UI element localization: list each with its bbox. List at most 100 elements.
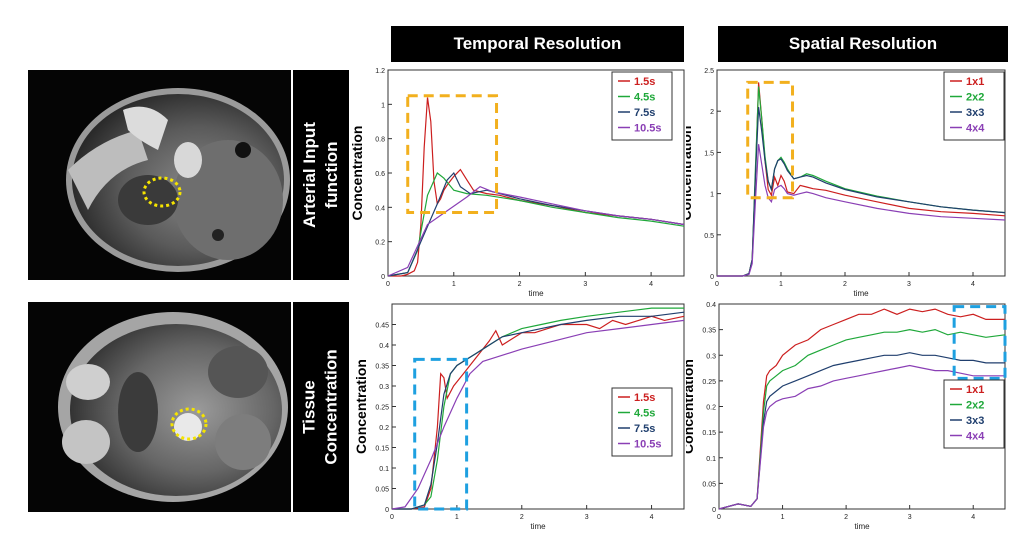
legend-label: 2x2 <box>966 92 984 104</box>
y-tick-label: 0.25 <box>702 379 716 386</box>
y-tick-label: 0.8 <box>375 137 385 144</box>
row-label-aif-line1: Arterial Input <box>300 122 320 228</box>
y-tick-label: 0.4 <box>375 205 385 212</box>
highlight-box <box>413 357 469 511</box>
plot-area <box>391 303 685 510</box>
legend-label: 10.5s <box>634 439 662 451</box>
y-tick-label: 2 <box>710 109 714 116</box>
x-axis-label: time <box>854 522 870 531</box>
header-temporal-resolution: Temporal Resolution <box>391 26 684 62</box>
y-axis-label: Concentration <box>350 126 365 221</box>
y-tick-label: 0.6 <box>375 171 385 178</box>
series-line-3x3 <box>717 107 1006 277</box>
y-tick-label: 0.25 <box>375 405 389 412</box>
y-tick-label: 1 <box>710 192 714 199</box>
x-tick-label: 3 <box>585 514 589 521</box>
legend-label: 7.5s <box>634 107 655 119</box>
chart-tissue-spatial: 0 0.05 0.1 0.15 0.2 0.25 0.3 0.35 0.4 0 1 2 3 4 time Co… <box>686 302 1007 531</box>
roi-marker-aif <box>142 176 182 208</box>
x-tick-label: 4 <box>649 281 653 288</box>
legend-label: 4x4 <box>966 431 985 443</box>
row-label-tissue: Tissue Concentration <box>293 302 349 512</box>
row-label-tissue-line1: Tissue <box>300 380 320 434</box>
y-tick-label: 0.15 <box>702 430 716 437</box>
legend-label: 4x4 <box>966 123 985 135</box>
x-tick-label: 0 <box>386 281 390 288</box>
y-tick-label: 0.5 <box>704 233 714 240</box>
x-tick-label: 2 <box>520 514 524 521</box>
x-axis-label: time <box>528 289 544 298</box>
header-spatial-resolution: Spatial Resolution <box>718 26 1008 62</box>
highlight-box <box>746 80 795 200</box>
legend-label: 4.5s <box>634 408 655 420</box>
x-axis-label: time <box>530 522 546 531</box>
y-tick-label: 0 <box>385 507 389 514</box>
series-line-7_5s <box>392 311 685 510</box>
legend-label: 3x3 <box>966 107 984 119</box>
x-tick-label: 1 <box>452 281 456 288</box>
y-tick-label: 1.5 <box>704 150 714 157</box>
legend-box <box>943 71 1005 141</box>
row-label-aif: Arterial Input function <box>293 70 349 280</box>
series-line-1_5s <box>392 315 685 510</box>
legend-label: 1.5s <box>634 392 655 404</box>
y-axis-label: Concentration <box>686 126 694 221</box>
series-line-10_5s <box>391 319 685 510</box>
x-tick-label: 0 <box>715 281 719 288</box>
y-tick-label: 0.1 <box>379 466 389 473</box>
x-tick-label: 0 <box>390 514 394 521</box>
y-tick-label: 0.4 <box>379 343 389 350</box>
legend-label: 3x3 <box>966 415 984 427</box>
y-tick-label: 2.5 <box>704 68 714 75</box>
x-tick-label: 2 <box>844 514 848 521</box>
y-tick-label: 0 <box>710 274 714 281</box>
y-tick-label: 0.15 <box>375 446 389 453</box>
row-label-tissue-line2: Concentration <box>322 349 342 465</box>
mri-scan-tissue-image <box>58 312 288 502</box>
y-tick-label: 0.3 <box>379 384 389 391</box>
y-tick-label: 0.35 <box>702 328 716 335</box>
y-tick-label: 0.35 <box>375 364 389 371</box>
mri-scan-aif <box>28 70 291 280</box>
x-tick-label: 1 <box>779 281 783 288</box>
y-tick-label: 0.05 <box>375 487 389 494</box>
y-tick-label: 0.2 <box>706 405 716 412</box>
legend-box <box>611 71 673 141</box>
roi-marker-tissue <box>170 407 208 441</box>
x-tick-label: 3 <box>907 281 911 288</box>
x-tick-label: 2 <box>518 281 522 288</box>
legend-label: 1.5s <box>634 76 655 88</box>
legend-label: 4.5s <box>634 92 655 104</box>
chart-aif-spatial: 0 0.5 1 1.5 2 2.5 0 1 2 3 4 time Concentration 1x1 2x2… <box>686 68 1006 298</box>
y-axis-label: Concentration <box>353 359 369 454</box>
series-line-4x4 <box>718 364 1005 510</box>
series-line-4_5s <box>387 172 685 277</box>
y-tick-label: 0 <box>381 274 385 281</box>
y-tick-label: 0.1 <box>706 456 716 463</box>
x-tick-label: 1 <box>781 514 785 521</box>
x-tick-label: 3 <box>908 514 912 521</box>
x-tick-label: 4 <box>971 281 975 288</box>
highlight-box <box>406 94 499 214</box>
legend-label: 1x1 <box>966 76 984 88</box>
y-tick-label: 0 <box>712 507 716 514</box>
y-tick-label: 0.2 <box>379 425 389 432</box>
y-tick-label: 0.05 <box>702 481 716 488</box>
legend-box <box>943 379 1005 449</box>
row-label-aif-line2: function <box>322 141 342 209</box>
highlight-box <box>952 305 1007 380</box>
mri-scan-aif-image <box>66 88 290 272</box>
series-line-4x4 <box>717 144 1006 277</box>
y-tick-label: 0.45 <box>375 323 389 330</box>
y-axis-label: Concentration <box>686 359 696 454</box>
series-line-1x1 <box>718 308 1005 510</box>
legend-label: 10.5s <box>634 123 662 135</box>
chart-aif-temporal: 0 0.2 0.4 0.6 0.8 1 1.2 0 1 2 3 4 time Concentration 1… <box>350 68 685 298</box>
x-tick-label: 3 <box>583 281 587 288</box>
series-line-10_5s <box>387 186 685 277</box>
x-tick-label: 2 <box>843 281 847 288</box>
x-tick-label: 0 <box>717 514 721 521</box>
x-tick-label: 4 <box>971 514 975 521</box>
mri-scan-tissue <box>28 302 291 512</box>
x-tick-label: 1 <box>455 514 459 521</box>
